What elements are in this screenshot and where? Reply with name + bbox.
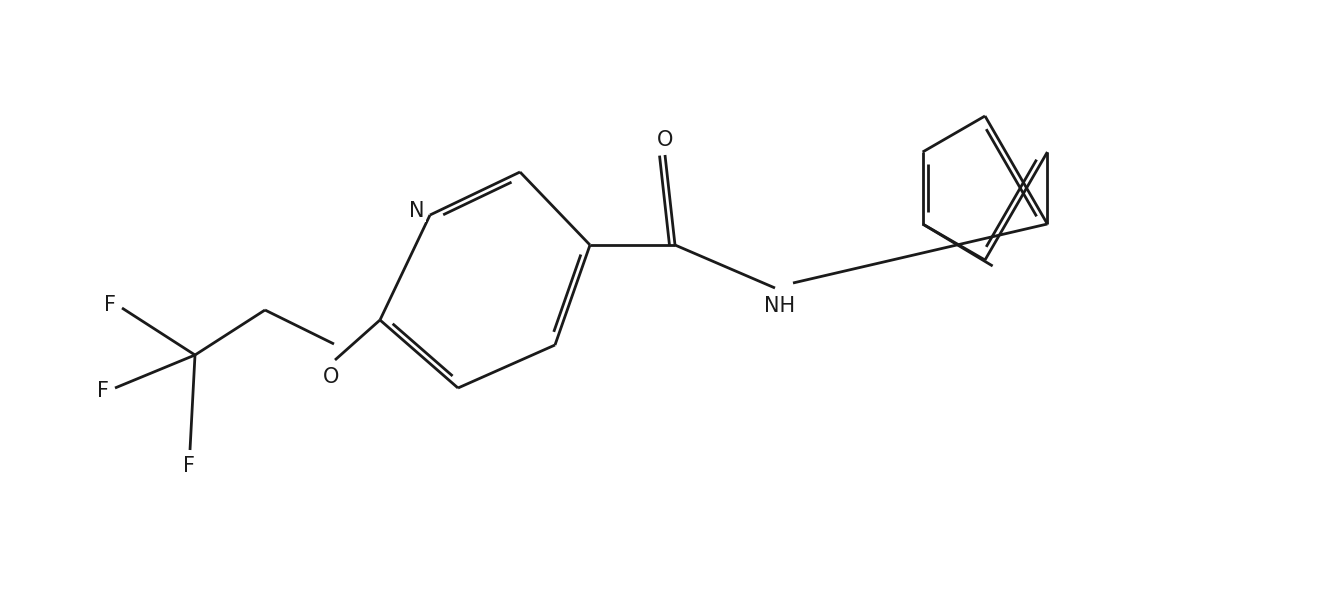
Text: F: F bbox=[184, 456, 196, 476]
Text: F: F bbox=[97, 381, 109, 401]
Text: O: O bbox=[323, 367, 339, 387]
Text: NH: NH bbox=[765, 296, 795, 316]
Text: O: O bbox=[657, 130, 673, 150]
Text: N: N bbox=[410, 201, 424, 221]
Text: F: F bbox=[104, 295, 116, 315]
